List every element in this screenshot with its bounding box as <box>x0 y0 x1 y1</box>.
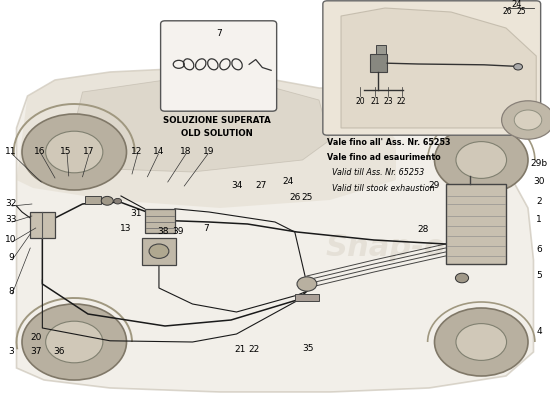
Text: 16: 16 <box>34 148 45 156</box>
FancyBboxPatch shape <box>161 21 277 111</box>
Circle shape <box>101 196 113 205</box>
Text: 38: 38 <box>157 228 168 236</box>
Circle shape <box>434 126 528 194</box>
Polygon shape <box>66 80 330 172</box>
Text: 20: 20 <box>355 97 365 106</box>
Circle shape <box>434 308 528 376</box>
Circle shape <box>456 142 507 178</box>
Circle shape <box>455 273 469 283</box>
Bar <box>30 212 55 238</box>
Text: 23: 23 <box>383 97 393 106</box>
Text: 22: 22 <box>397 97 406 106</box>
Text: 31: 31 <box>131 210 142 218</box>
Text: 37: 37 <box>30 347 41 356</box>
Text: 13: 13 <box>120 224 131 233</box>
Text: Snap-on: Snap-on <box>325 234 467 262</box>
Circle shape <box>22 114 126 190</box>
Text: 17: 17 <box>84 148 95 156</box>
Text: 6: 6 <box>536 246 542 254</box>
Text: 5: 5 <box>536 272 542 280</box>
Text: 12: 12 <box>131 148 142 156</box>
Circle shape <box>149 244 169 258</box>
Text: 9: 9 <box>8 254 14 262</box>
Text: 34: 34 <box>231 182 242 190</box>
Text: 26: 26 <box>290 194 301 202</box>
Circle shape <box>22 304 126 380</box>
Text: 21: 21 <box>234 346 245 354</box>
Text: 15: 15 <box>60 148 72 156</box>
Text: Vale fino ad esaurimento: Vale fino ad esaurimento <box>327 153 441 162</box>
Text: 19: 19 <box>204 148 214 156</box>
Circle shape <box>514 110 542 130</box>
Text: 29b: 29b <box>530 160 548 168</box>
Text: SOLUZIONE SUPERATA
OLD SOLUTION: SOLUZIONE SUPERATA OLD SOLUTION <box>163 116 271 138</box>
Text: 22: 22 <box>249 346 260 354</box>
Text: 4: 4 <box>536 328 542 336</box>
FancyBboxPatch shape <box>323 1 541 135</box>
Text: 14: 14 <box>153 148 164 156</box>
Text: 3: 3 <box>8 347 14 356</box>
Text: 29: 29 <box>429 182 440 190</box>
Circle shape <box>114 198 122 204</box>
Circle shape <box>514 64 522 70</box>
Polygon shape <box>16 68 534 392</box>
Text: 33: 33 <box>6 216 16 224</box>
Text: 7: 7 <box>204 224 209 233</box>
Bar <box>85 196 101 204</box>
Text: 39: 39 <box>172 228 183 236</box>
Circle shape <box>456 324 507 360</box>
Text: 26: 26 <box>502 8 512 16</box>
Bar <box>145 209 175 233</box>
Text: Valid till stook exhaustion: Valid till stook exhaustion <box>327 184 435 192</box>
Polygon shape <box>341 8 536 128</box>
Text: 24: 24 <box>512 0 522 9</box>
Text: 18: 18 <box>180 148 191 156</box>
Circle shape <box>502 101 550 139</box>
Text: 10: 10 <box>6 236 16 244</box>
Bar <box>376 45 386 54</box>
Text: 7: 7 <box>216 29 222 38</box>
Text: 25: 25 <box>516 8 526 16</box>
Bar <box>370 54 387 72</box>
Circle shape <box>46 321 103 363</box>
Text: 32: 32 <box>6 200 16 208</box>
Text: 35: 35 <box>302 344 313 353</box>
Text: 30: 30 <box>534 178 544 186</box>
Text: 25: 25 <box>301 194 312 202</box>
Text: 24: 24 <box>283 178 294 186</box>
Text: Valid till Ass. Nr. 65253: Valid till Ass. Nr. 65253 <box>327 168 425 177</box>
Text: 2: 2 <box>536 198 542 206</box>
Text: 8: 8 <box>8 288 14 296</box>
Circle shape <box>297 277 317 291</box>
Circle shape <box>46 131 103 173</box>
Text: 11: 11 <box>6 148 16 156</box>
Text: 20: 20 <box>30 334 41 342</box>
Text: 36: 36 <box>53 347 64 356</box>
Text: 1: 1 <box>536 216 542 224</box>
Bar <box>142 238 176 265</box>
Text: 21: 21 <box>370 97 380 106</box>
Polygon shape <box>16 68 396 208</box>
Bar <box>295 294 319 301</box>
Text: 28: 28 <box>418 226 429 234</box>
Bar <box>446 184 506 264</box>
Text: 27: 27 <box>256 182 267 190</box>
Text: Vale fino all' Ass. Nr. 65253: Vale fino all' Ass. Nr. 65253 <box>327 138 451 147</box>
